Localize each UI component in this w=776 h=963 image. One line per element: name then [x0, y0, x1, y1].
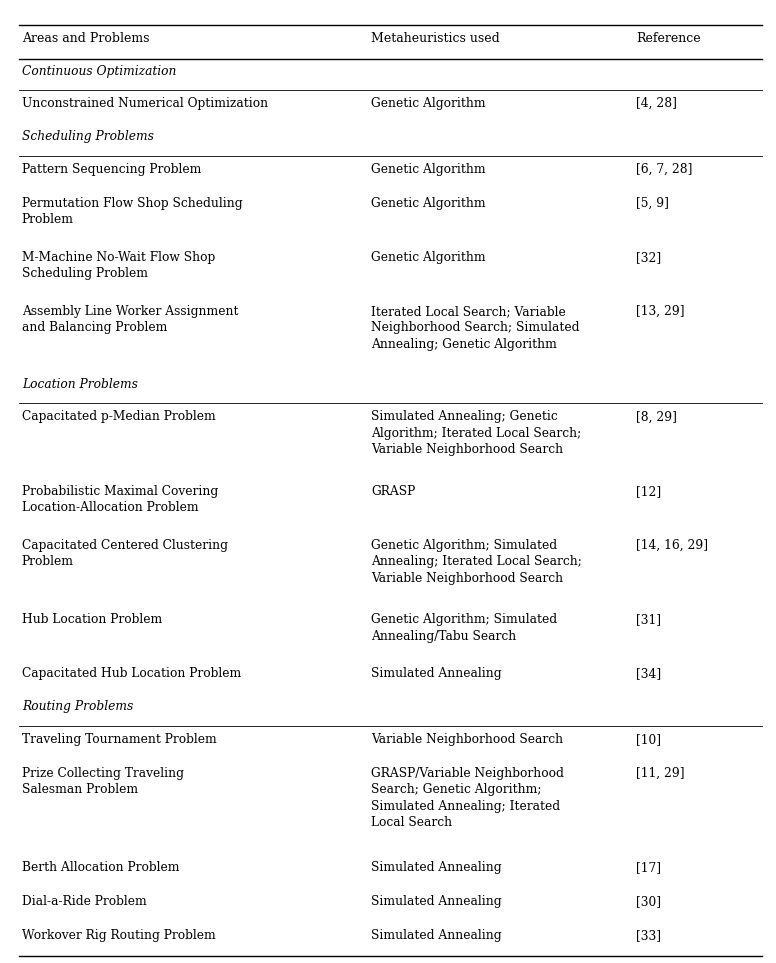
- Text: [12]: [12]: [636, 484, 661, 498]
- Text: [14, 16, 29]: [14, 16, 29]: [636, 539, 708, 552]
- Text: [30]: [30]: [636, 896, 661, 908]
- Text: Assembly Line Worker Assignment
and Balancing Problem: Assembly Line Worker Assignment and Bala…: [22, 305, 238, 334]
- Text: [32]: [32]: [636, 250, 661, 264]
- Text: [4, 28]: [4, 28]: [636, 97, 677, 110]
- Text: Location Problems: Location Problems: [22, 377, 137, 391]
- Text: [5, 9]: [5, 9]: [636, 196, 669, 210]
- Text: [13, 29]: [13, 29]: [636, 305, 684, 318]
- Text: [11, 29]: [11, 29]: [636, 767, 684, 780]
- Text: Pattern Sequencing Problem: Pattern Sequencing Problem: [22, 163, 201, 175]
- Text: [33]: [33]: [636, 929, 661, 942]
- Text: Capacitated p-Median Problem: Capacitated p-Median Problem: [22, 410, 216, 424]
- Text: Reference: Reference: [636, 32, 701, 45]
- Text: Genetic Algorithm: Genetic Algorithm: [371, 163, 486, 175]
- Text: Permutation Flow Shop Scheduling
Problem: Permutation Flow Shop Scheduling Problem: [22, 196, 242, 226]
- Text: Traveling Tournament Problem: Traveling Tournament Problem: [22, 733, 217, 745]
- Text: Berth Allocation Problem: Berth Allocation Problem: [22, 861, 179, 874]
- Text: Genetic Algorithm: Genetic Algorithm: [371, 196, 486, 210]
- Text: [10]: [10]: [636, 733, 661, 745]
- Text: [34]: [34]: [636, 667, 661, 681]
- Text: Iterated Local Search; Variable
Neighborhood Search; Simulated
Annealing; Geneti: Iterated Local Search; Variable Neighbor…: [371, 305, 580, 351]
- Text: Capacitated Hub Location Problem: Capacitated Hub Location Problem: [22, 667, 241, 681]
- Text: Probabilistic Maximal Covering
Location-Allocation Problem: Probabilistic Maximal Covering Location-…: [22, 484, 218, 514]
- Text: Dial-a-Ride Problem: Dial-a-Ride Problem: [22, 896, 147, 908]
- Text: Genetic Algorithm: Genetic Algorithm: [371, 250, 486, 264]
- Text: Metaheuristics used: Metaheuristics used: [371, 32, 500, 45]
- Text: Simulated Annealing: Simulated Annealing: [371, 929, 501, 942]
- Text: GRASP: GRASP: [371, 484, 415, 498]
- Text: Genetic Algorithm: Genetic Algorithm: [371, 97, 486, 110]
- Text: M-Machine No-Wait Flow Shop
Scheduling Problem: M-Machine No-Wait Flow Shop Scheduling P…: [22, 250, 215, 280]
- Text: [17]: [17]: [636, 861, 661, 874]
- Text: Genetic Algorithm; Simulated
Annealing; Iterated Local Search;
Variable Neighbor: Genetic Algorithm; Simulated Annealing; …: [371, 539, 582, 585]
- Text: [6, 7, 28]: [6, 7, 28]: [636, 163, 693, 175]
- Text: Routing Problems: Routing Problems: [22, 700, 133, 713]
- Text: Capacitated Centered Clustering
Problem: Capacitated Centered Clustering Problem: [22, 539, 227, 568]
- Text: Prize Collecting Traveling
Salesman Problem: Prize Collecting Traveling Salesman Prob…: [22, 767, 184, 796]
- Text: Areas and Problems: Areas and Problems: [22, 32, 149, 45]
- Text: Continuous Optimization: Continuous Optimization: [22, 65, 176, 78]
- Text: Simulated Annealing: Simulated Annealing: [371, 667, 501, 681]
- Text: Hub Location Problem: Hub Location Problem: [22, 613, 162, 626]
- Text: Scheduling Problems: Scheduling Problems: [22, 130, 154, 143]
- Text: Simulated Annealing: Simulated Annealing: [371, 896, 501, 908]
- Text: Variable Neighborhood Search: Variable Neighborhood Search: [371, 733, 563, 745]
- Text: Genetic Algorithm; Simulated
Annealing/Tabu Search: Genetic Algorithm; Simulated Annealing/T…: [371, 613, 557, 642]
- Text: Workover Rig Routing Problem: Workover Rig Routing Problem: [22, 929, 216, 942]
- Text: Simulated Annealing; Genetic
Algorithm; Iterated Local Search;
Variable Neighbor: Simulated Annealing; Genetic Algorithm; …: [371, 410, 581, 456]
- Text: Simulated Annealing: Simulated Annealing: [371, 861, 501, 874]
- Text: [31]: [31]: [636, 613, 661, 626]
- Text: GRASP/Variable Neighborhood
Search; Genetic Algorithm;
Simulated Annealing; Iter: GRASP/Variable Neighborhood Search; Gene…: [371, 767, 564, 829]
- Text: [8, 29]: [8, 29]: [636, 410, 677, 424]
- Text: Unconstrained Numerical Optimization: Unconstrained Numerical Optimization: [22, 97, 268, 110]
